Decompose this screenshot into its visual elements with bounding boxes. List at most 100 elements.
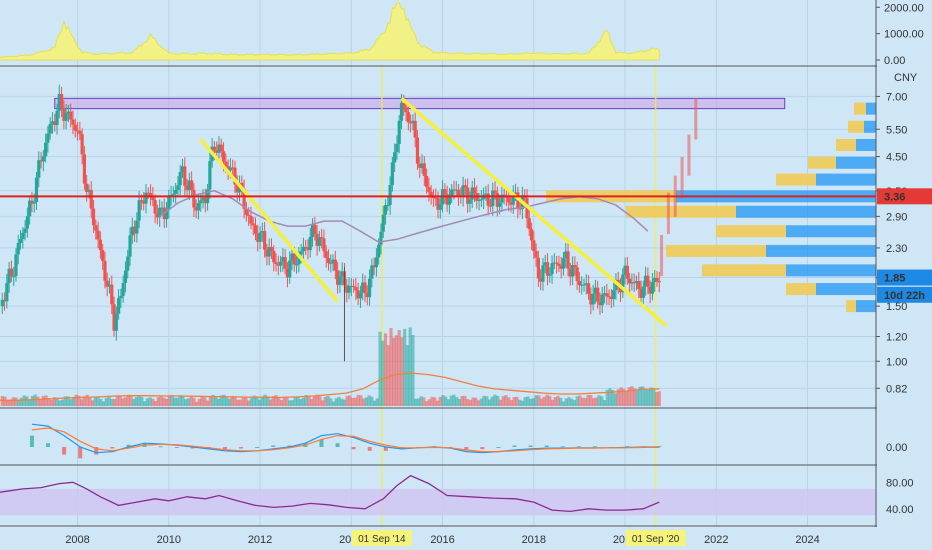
volume-bar <box>485 396 489 406</box>
candle-body <box>82 154 87 184</box>
candle-body <box>393 152 397 163</box>
volume-bar <box>225 397 229 406</box>
date-marker-tag <box>625 530 686 546</box>
volume-bar <box>167 395 171 406</box>
rsi-panel <box>0 474 876 516</box>
candle-body <box>126 256 130 271</box>
time-axis-background <box>0 527 932 550</box>
projection-bar <box>694 98 698 140</box>
candle-body <box>178 172 182 186</box>
volume-bar <box>55 397 59 406</box>
candle-body <box>91 208 96 226</box>
volume-bar <box>3 396 7 406</box>
candle-body <box>247 214 251 217</box>
volume-bar <box>424 401 429 406</box>
candle-body <box>185 185 189 191</box>
volume-bar <box>258 399 262 406</box>
candle-body <box>643 275 648 287</box>
candle-body <box>338 276 342 285</box>
volume-bar <box>301 397 306 406</box>
volume-bar <box>654 392 659 406</box>
candle-body <box>44 142 48 157</box>
candle-body <box>607 296 611 298</box>
candle-body <box>397 120 401 145</box>
volume-bar <box>397 329 401 406</box>
volume-bar <box>342 399 347 406</box>
candle-body <box>463 185 467 188</box>
candle-body <box>297 254 301 265</box>
price-panel[interactable] <box>0 66 876 526</box>
candle-body <box>278 261 283 266</box>
candle-body <box>37 160 41 178</box>
volume-bar <box>348 395 352 406</box>
candle-body <box>445 194 449 205</box>
volume-bar <box>545 394 549 406</box>
volume-bar <box>498 399 503 406</box>
volume-bar <box>624 391 629 406</box>
candle-body <box>399 102 404 121</box>
trendline[interactable] <box>199 138 339 303</box>
macd-histogram-bar <box>255 447 260 448</box>
time-axis-label: 2010 <box>157 534 181 546</box>
candle-body <box>548 274 552 276</box>
macd-histogram-bar <box>383 447 388 451</box>
volume-bar <box>39 399 43 406</box>
candle-body <box>507 197 511 203</box>
candle-body <box>372 265 376 268</box>
candle-body <box>358 292 363 299</box>
price-axis-label: 1.00 <box>886 356 907 368</box>
candle-body <box>69 111 73 120</box>
candle-body <box>281 257 285 262</box>
volume-bar <box>244 397 248 406</box>
volume-bar <box>351 397 355 406</box>
candle-body <box>190 180 194 190</box>
candle-body <box>215 150 219 153</box>
macd-histogram-bar <box>94 447 99 455</box>
candle-body <box>370 265 374 279</box>
candle-body <box>315 233 319 246</box>
candle-body <box>404 107 408 113</box>
volume-bar <box>143 401 147 406</box>
macd-histogram-bar <box>222 447 227 450</box>
volume-bar <box>82 396 87 406</box>
macd-histogram-bar <box>592 446 597 448</box>
candle-body <box>361 282 365 293</box>
candle-body <box>602 293 607 295</box>
candle-body <box>575 267 579 282</box>
candle-body <box>593 287 598 294</box>
candle-body <box>500 194 504 203</box>
candle-body <box>365 292 369 298</box>
volume-bar <box>282 397 286 406</box>
time-axis-label: 2012 <box>248 534 272 546</box>
price-tag-label: 1.85 <box>884 273 905 285</box>
volume-bar <box>460 395 464 406</box>
volume-bar <box>8 399 13 406</box>
volume-bar <box>299 399 303 406</box>
candle-body <box>137 200 141 221</box>
volume-profile-bar <box>854 102 866 115</box>
macd-histogram-bar <box>625 446 630 448</box>
trendline[interactable] <box>400 97 668 327</box>
candle-body <box>418 163 422 168</box>
volume-bar <box>247 400 251 406</box>
candle-body <box>73 124 77 131</box>
volume-bar <box>178 395 182 406</box>
volume-bar <box>22 395 26 406</box>
price-tag <box>877 269 932 286</box>
candle-body <box>75 130 80 132</box>
volume-bar <box>80 399 84 406</box>
volume-bar <box>200 396 204 406</box>
date-marker-tag <box>351 530 412 546</box>
volume-bar <box>542 396 546 406</box>
candle-body <box>219 144 223 152</box>
macd-histogram-bar <box>544 445 549 447</box>
candle-body <box>628 278 632 284</box>
candle-body <box>536 257 540 279</box>
volume-bar <box>487 399 492 406</box>
candle-body <box>655 277 659 282</box>
volume-bar <box>307 395 311 406</box>
